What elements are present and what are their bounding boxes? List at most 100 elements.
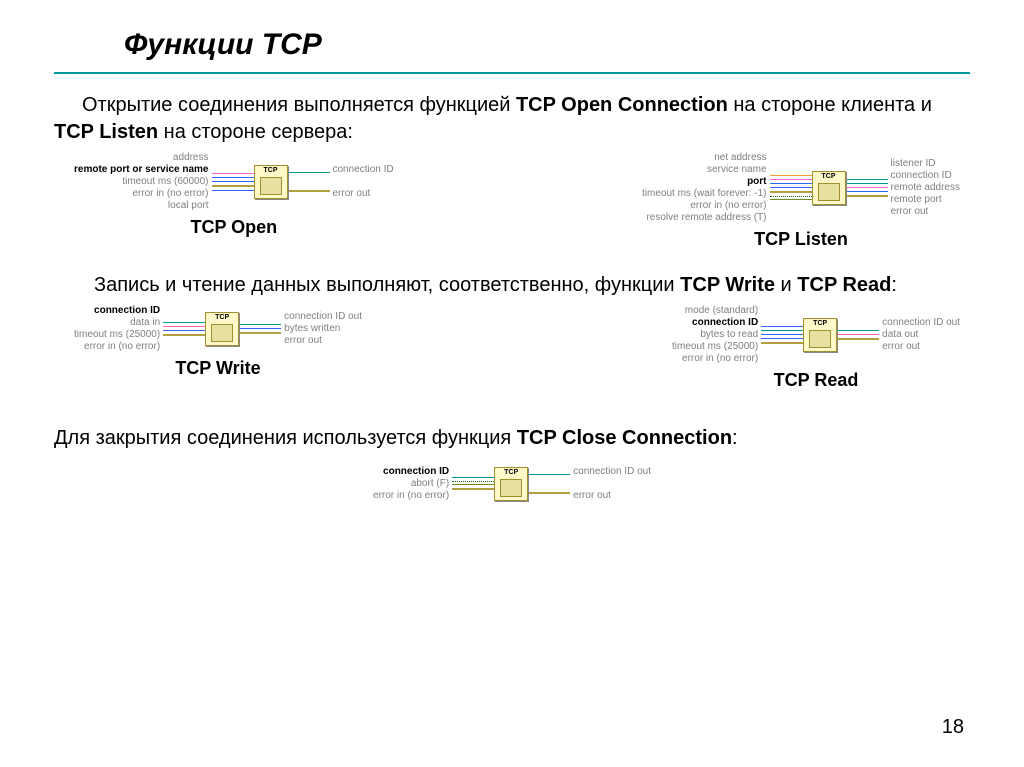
p2-t1: Запись и чтение данных выполняют, соотве… (94, 274, 680, 296)
caption-write: TCP Write (175, 358, 260, 379)
terminal-label: error in (no error) (690, 200, 766, 211)
terminal-label: resolve remote address (T) (646, 212, 766, 223)
write-wires-left (163, 322, 205, 336)
terminal-label: error in (no error) (132, 188, 208, 199)
wire (761, 326, 803, 327)
row-close: connection IDabort (F)error in (no error… (54, 466, 970, 501)
p2-t2: и (775, 274, 797, 296)
read-labels-left: mode (standard)connection IDbytes to rea… (672, 305, 761, 364)
p2-t3: : (891, 274, 897, 296)
close-wires-left (452, 477, 494, 490)
wire (212, 177, 254, 178)
caption-read: TCP Read (774, 370, 859, 391)
terminal-label: local port (168, 200, 209, 211)
terminal-label: net address (714, 152, 766, 163)
terminal-label: error out (284, 335, 322, 346)
open-labels-left: addressremote port or service nametimeou… (74, 152, 212, 211)
wire (212, 185, 254, 187)
wire (239, 332, 281, 334)
wire (837, 330, 879, 331)
wire (837, 334, 879, 335)
p3-t2: : (732, 427, 738, 449)
p1-t3: на стороне сервера: (158, 121, 353, 143)
terminal-label: connection ID (94, 305, 160, 316)
listen-labels-left: net addressservice nameporttimeout ms (w… (642, 152, 769, 223)
caption-listen: TCP Listen (754, 229, 848, 250)
wire (528, 492, 570, 494)
wire (846, 183, 888, 184)
node-header: TCP (813, 320, 827, 328)
terminal-label: service name (707, 164, 766, 175)
node-glyph (818, 183, 840, 201)
terminal-label (333, 176, 336, 187)
node-glyph (809, 330, 831, 348)
terminal-label: timeout ms (wait forever: -1) (642, 188, 766, 199)
terminal-label: data in (130, 317, 160, 328)
p3-b1: TCP Close Connection (517, 427, 732, 449)
node-glyph (260, 177, 282, 195)
diagram-tcp-close: connection IDabort (F)error in (no error… (373, 466, 651, 501)
open-labels-right: connection ID error out (330, 164, 394, 199)
paragraph-1: Открытие соединения выполняется функцией… (54, 92, 970, 146)
terminal-label (573, 478, 576, 489)
terminal-label: bytes written (284, 323, 340, 334)
row-write-read: connection IDdata intimeout ms (25000)er… (54, 305, 970, 391)
close-wires-right (528, 474, 570, 494)
terminal-label: data out (882, 329, 918, 340)
terminal-label: connection ID (333, 164, 394, 175)
write-labels-left: connection IDdata intimeout ms (25000)er… (74, 305, 163, 352)
wire (761, 338, 803, 339)
terminal-label: error in (no error) (373, 490, 449, 501)
terminal-label: timeout ms (25000) (74, 329, 160, 340)
terminal-label: remote address (891, 182, 960, 193)
wire (452, 488, 494, 490)
terminal-label: connection ID (891, 170, 952, 181)
close-labels-right: connection ID out error out (570, 466, 651, 501)
p1-b2: TCP Listen (54, 121, 158, 143)
diagram-tcp-read: mode (standard)connection IDbytes to rea… (672, 305, 960, 364)
terminal-label: remote port or service name (74, 164, 209, 175)
terminal-label: port (747, 176, 766, 187)
wire (239, 328, 281, 329)
open-wires-right (288, 172, 330, 192)
wire (770, 191, 812, 193)
wire (837, 338, 879, 340)
wire (528, 474, 570, 475)
title-divider (54, 72, 970, 74)
caption-open: TCP Open (190, 217, 277, 238)
terminal-label: timeout ms (25000) (672, 341, 758, 352)
terminal-label: listener ID (891, 158, 936, 169)
p2-b1: TCP Write (680, 274, 775, 296)
terminal-label: error in (no error) (84, 341, 160, 352)
node-header: TCP (822, 173, 836, 181)
open-wires-left (212, 173, 254, 191)
terminal-label: connection ID out (573, 466, 651, 477)
wire (761, 330, 803, 331)
diagram-tcp-listen: net addressservice nameporttimeout ms (w… (642, 152, 960, 223)
wire (212, 190, 254, 191)
wire (288, 176, 330, 187)
wire (528, 478, 570, 489)
read-node-icon: TCP (803, 318, 837, 352)
terminal-label: timeout ms (60000) (122, 176, 208, 187)
terminal-label: error out (573, 490, 611, 501)
write-node-icon: TCP (205, 312, 239, 346)
wire (452, 477, 494, 478)
write-wires-right (239, 324, 281, 334)
wire (288, 172, 330, 173)
terminal-label: connection ID out (284, 311, 362, 322)
close-labels-left: connection IDabort (F)error in (no error… (373, 466, 452, 501)
wire (770, 196, 812, 200)
terminal-label: connection ID (383, 466, 449, 477)
terminal-label: connection ID out (882, 317, 960, 328)
p1-t1: Открытие соединения выполняется функцией (82, 94, 516, 116)
node-glyph (500, 479, 522, 497)
paragraph-2: Запись и чтение данных выполняют, соотве… (54, 272, 970, 299)
listen-node-icon: TCP (812, 171, 846, 205)
p2-b2: TCP Read (797, 274, 891, 296)
p1-b1: TCP Open Connection (516, 94, 728, 116)
wire (163, 326, 205, 327)
wire (770, 183, 812, 184)
write-labels-right: connection ID outbytes writtenerror out (281, 311, 362, 346)
p3-t1: Для закрытия соединения используется фун… (54, 427, 517, 449)
